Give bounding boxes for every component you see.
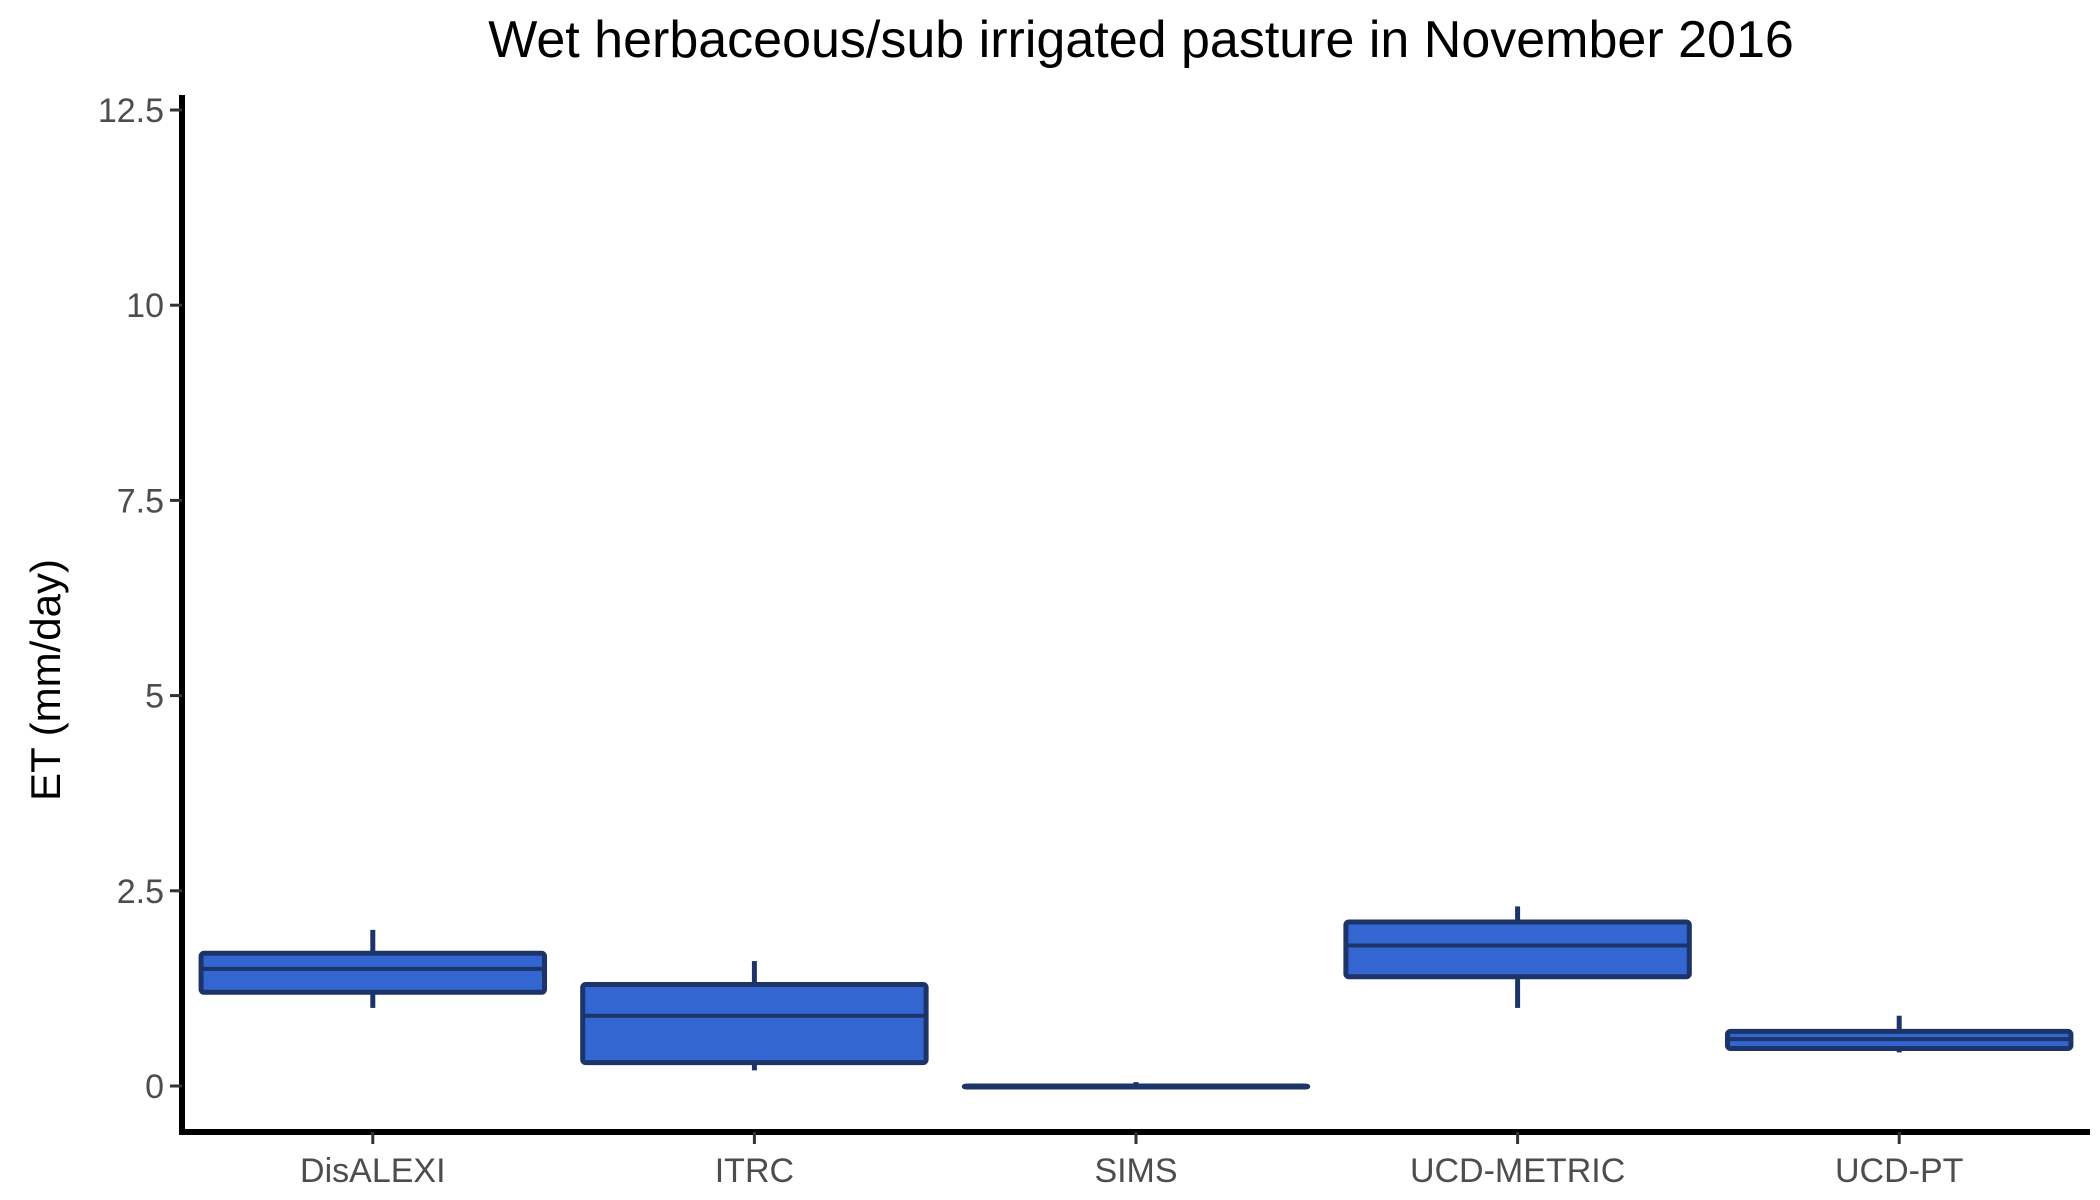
y-tick-label: 2.5 <box>117 873 164 911</box>
box-itrc <box>580 961 929 1071</box>
box-disalexi <box>198 929 548 1008</box>
x-tick-label: SIMS <box>1094 1152 1177 1190</box>
x-tick-label: DisALEXI <box>300 1152 446 1190</box>
box-sims <box>961 1082 1311 1090</box>
box-body <box>1343 919 1692 980</box>
y-tick-label: 7.5 <box>117 482 164 520</box>
y-tick-label: 5 <box>145 678 164 716</box>
y-tick-label: 0 <box>145 1068 164 1106</box>
x-tick-label: UCD-METRIC <box>1410 1152 1625 1190</box>
box-body <box>580 981 929 1066</box>
box-body <box>198 950 548 995</box>
box-ucd-pt <box>1724 1015 2074 1053</box>
box-ucd-metric <box>1343 906 1692 1008</box>
x-axis-ticks: DisALEXI ITRC SIMS UCD-METRIC UCD-PT <box>300 1132 1963 1190</box>
chart-title: Wet herbaceous/sub irrigated pasture in … <box>488 11 1794 69</box>
boxes <box>198 906 2074 1090</box>
x-tick-label: ITRC <box>715 1152 794 1190</box>
y-axis-ticks: 0 2.5 5 7.5 10 12.5 <box>98 92 182 1106</box>
x-tick-label: UCD-PT <box>1835 1152 1963 1190</box>
y-tick-label: 10 <box>126 287 164 325</box>
y-tick-label: 12.5 <box>98 92 164 130</box>
